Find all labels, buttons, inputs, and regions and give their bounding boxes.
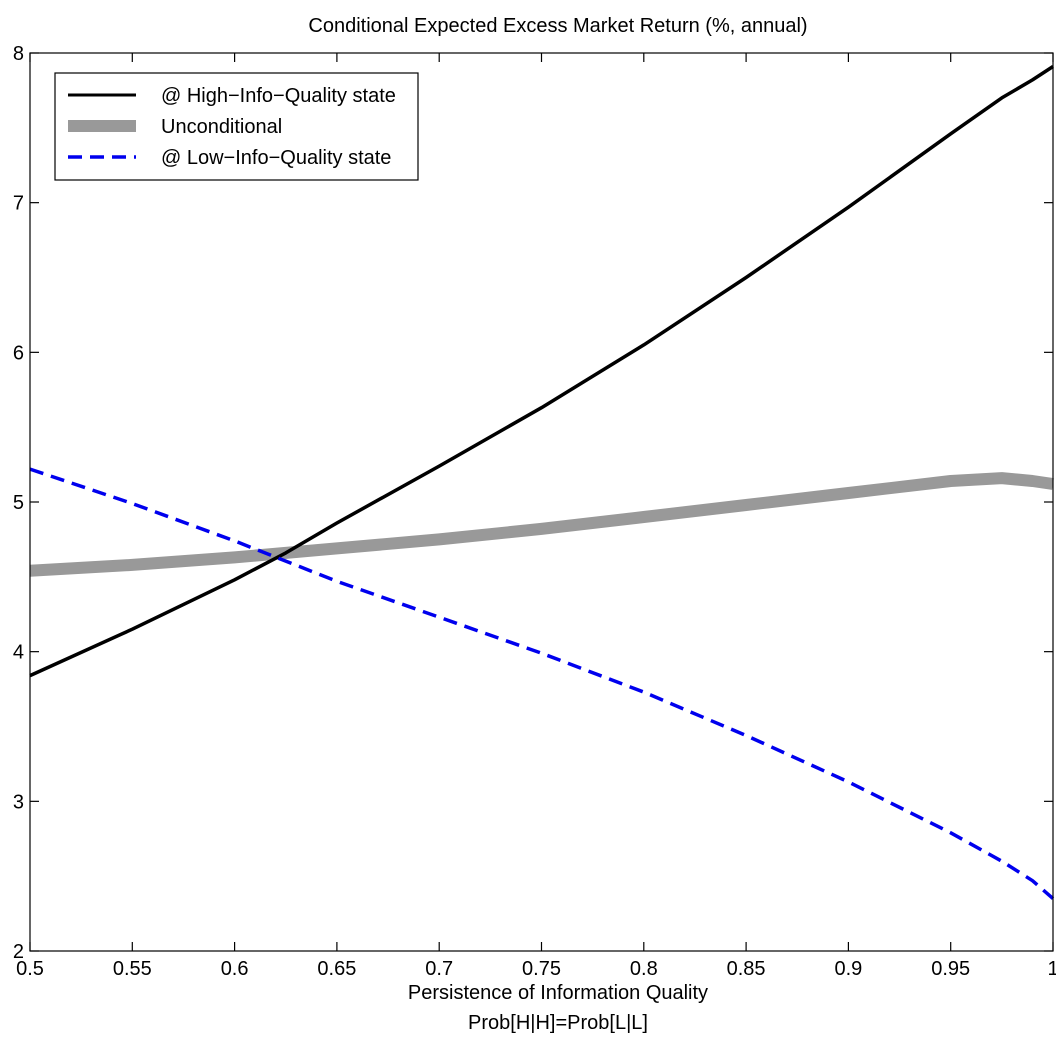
y-tick-label: 8: [13, 43, 24, 65]
x-tick-label: 0.8: [630, 958, 658, 980]
series-line-1: [29, 472, 1054, 577]
x-tick-label: 0.5: [16, 958, 44, 980]
y-tick-label: 3: [13, 791, 24, 813]
series-layer: [29, 65, 1055, 900]
x-tick-label: 0.6: [221, 958, 249, 980]
y-tick-label: 6: [13, 342, 24, 364]
legend-label-high: @ High−Info−Quality state: [161, 85, 396, 107]
series-line-0: [29, 65, 1054, 678]
plot-area: [30, 53, 1053, 951]
legend-label-unconditional: Unconditional: [161, 116, 282, 138]
x-tick-label: 0.65: [317, 958, 356, 980]
x-tick-label: 0.75: [522, 958, 561, 980]
chart-title: Conditional Expected Excess Market Retur…: [308, 15, 807, 37]
x-tick-label: 1: [1047, 958, 1056, 980]
x-tick-label: 0.7: [425, 958, 453, 980]
x-tick-label: 0.95: [931, 958, 970, 980]
x-tick-label: 0.9: [834, 958, 862, 980]
y-tick-label: 5: [13, 492, 24, 514]
x-tick-label: 0.55: [113, 958, 152, 980]
x-tick-label: 0.85: [727, 958, 766, 980]
legend: @ High−Info−Quality state Unconditional …: [54, 72, 419, 181]
y-tick-label: 7: [13, 193, 24, 215]
y-tick-label: 4: [13, 642, 24, 664]
x-axis-label-2: Prob[H|H]=Prob[L|L]: [468, 1012, 648, 1034]
legend-label-low: @ Low−Info−Quality state: [161, 147, 391, 169]
y-tick-label: 2: [13, 941, 24, 963]
ticks-layer: 0.5 0.55 0.6 0.65 0.7 0.75 0.8 0.85 0.9 0.95 1 2 3 4 5…: [13, 43, 1056, 980]
x-axis-label: Persistence of Information Quality: [408, 982, 708, 1004]
